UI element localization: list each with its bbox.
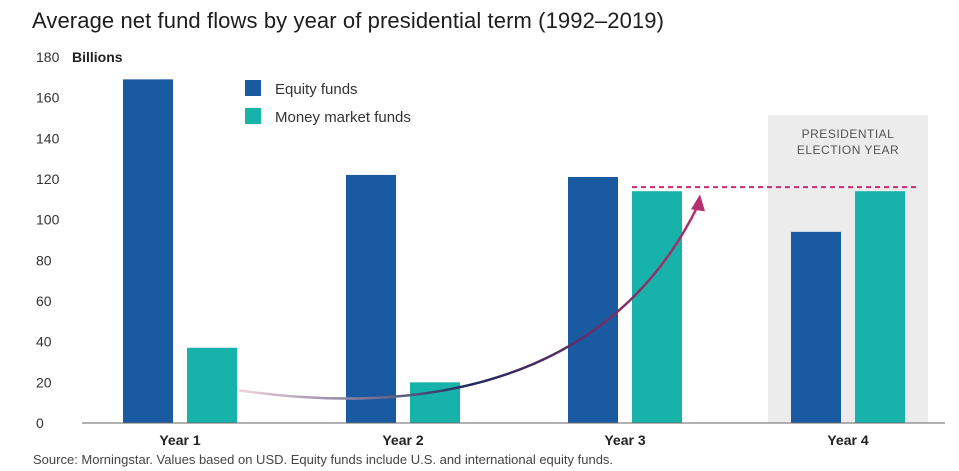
y-axis: 0 20 40 60 80 100 120 140 160 180 (36, 49, 60, 431)
y-tick-label: 40 (36, 334, 52, 350)
bar-equity-year-1 (123, 79, 173, 423)
chart-title: Average net fund flows by year of presid… (32, 8, 665, 33)
y-tick-label: 80 (36, 252, 52, 268)
bar-equity-year-2 (346, 174, 396, 423)
legend-swatch (245, 80, 261, 96)
y-tick-label: 0 (36, 415, 44, 431)
x-tick-label: Year 3 (604, 432, 645, 448)
bar-equity-year-3 (568, 176, 618, 423)
legend-label: Equity funds (275, 81, 358, 98)
legend-label: Money market funds (275, 109, 411, 126)
y-tick-label: 180 (36, 49, 60, 65)
y-tick-label: 20 (36, 374, 52, 390)
y-tick-label: 60 (36, 293, 52, 309)
legend-swatch (245, 108, 261, 124)
y-tick-label: 120 (36, 171, 60, 187)
y-axis-label: Billions (72, 49, 123, 65)
y-tick-label: 100 (36, 212, 60, 228)
bar-money-market-year-1 (187, 347, 237, 423)
y-tick-label: 140 (36, 130, 60, 146)
bar-equity-year-4 (791, 231, 841, 423)
trend-arrow (238, 204, 700, 400)
bar-money-market-year-3 (632, 191, 682, 423)
y-tick-label: 160 (36, 90, 60, 106)
x-tick-label: Year 4 (827, 432, 868, 448)
x-axis: Year 1 Year 2 Year 3 Year 4 (159, 432, 868, 448)
trend-arrowhead (691, 194, 705, 212)
x-tick-label: Year 1 (159, 432, 200, 448)
band-label-line2: ELECTION YEAR (797, 143, 899, 157)
band-label-line1: PRESIDENTIAL (802, 127, 895, 141)
source-note: Source: Morningstar. Values based on USD… (33, 452, 614, 467)
bar-money-market-year-4 (855, 191, 905, 423)
x-tick-label: Year 2 (382, 432, 423, 448)
bars (123, 79, 905, 423)
legend: Equity funds Money market funds (245, 80, 411, 126)
